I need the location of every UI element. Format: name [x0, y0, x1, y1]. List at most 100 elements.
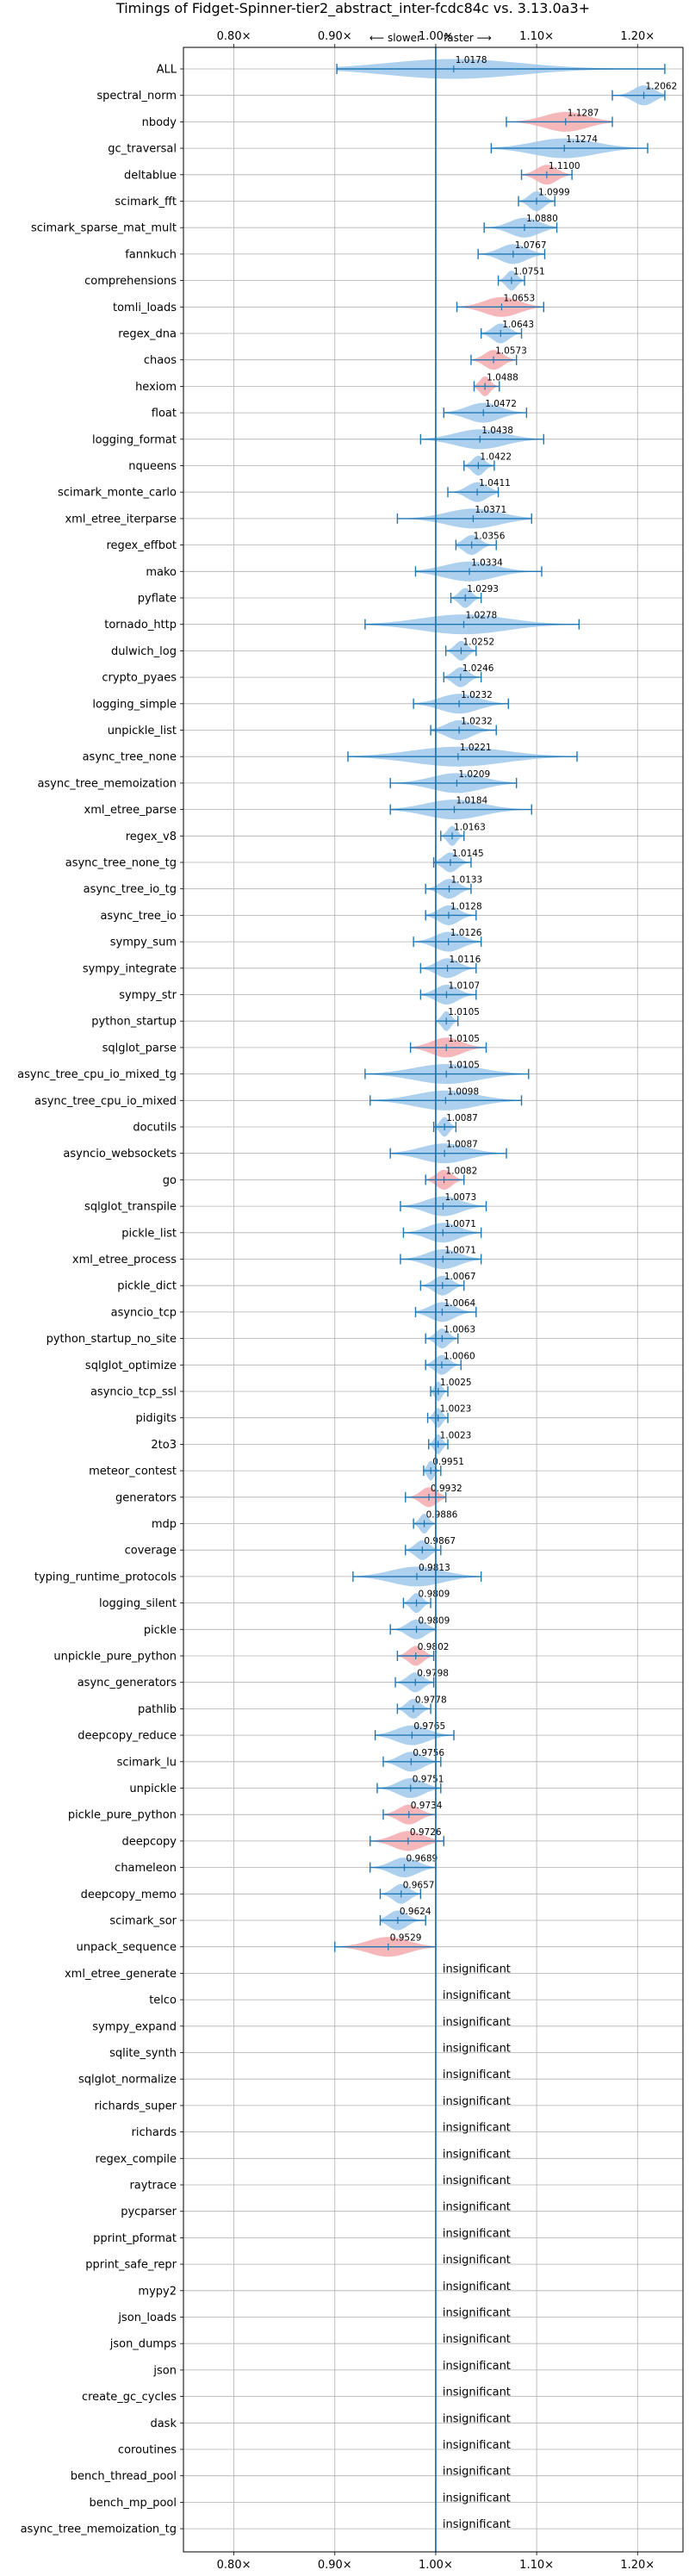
- benchmark-row-sqlglot-normalize: sqlglot_normalize insignificant: [78, 2069, 511, 2087]
- x-tick-label-top: 1.10×: [519, 30, 554, 43]
- value-label: 1.0232: [461, 690, 493, 700]
- value-label: 1.0071: [444, 1219, 476, 1229]
- benchmark-label: logging_silent: [99, 1597, 177, 1610]
- benchmark-row-regex-compile: regex_compile insignificant: [95, 2148, 510, 2166]
- benchmark-row-sympy-integrate: sympy_integrate 1.0116: [83, 955, 481, 979]
- benchmark-label: bench_mp_pool: [89, 2497, 177, 2510]
- value-label: 1.0025: [440, 1378, 472, 1388]
- faster-annotation: faster ⟶: [444, 32, 492, 44]
- value-label: 0.9886: [426, 1510, 458, 1521]
- insignificant-label: insignificant: [443, 2280, 511, 2293]
- benchmark-row-hexiom: hexiom 1.0488: [135, 372, 518, 396]
- benchmark-label: regex_compile: [95, 2153, 177, 2166]
- benchmark-label: deltablue: [124, 169, 177, 182]
- benchmark-row-python-startup: python_startup 1.0105: [91, 1007, 480, 1031]
- rows-layer: ALL 1.0178 spectral_norm 1.2062 nbody 1.1287 g…: [17, 55, 677, 2536]
- value-label: 1.0126: [450, 928, 482, 938]
- benchmark-row-sympy-expand: sympy_expand insignificant: [92, 2016, 511, 2034]
- benchmark-row-async-generators: async_generators 0.9798: [78, 1669, 449, 1693]
- value-label: 1.0371: [475, 505, 506, 515]
- axes-layer: 0.80× 0.80× 0.90× 0.90× 1.00× 1.00× 1.10× 1.10×…: [180, 30, 684, 2572]
- benchmark-row-unpack-sequence: unpack_sequence 0.9529: [76, 1933, 437, 1957]
- benchmark-row-float: float 1.0472: [152, 399, 528, 423]
- benchmark-row-async-tree-memoization: async_tree_memoization 1.0209: [37, 769, 518, 793]
- value-label: 1.0064: [444, 1298, 475, 1309]
- value-label: 0.9951: [432, 1457, 464, 1467]
- benchmark-row-meteor-contest: meteor_contest 0.9951: [89, 1457, 464, 1481]
- benchmark-row-scimark-sor: scimark_sor 0.9624: [109, 1907, 431, 1931]
- value-label: 1.0356: [474, 532, 506, 542]
- benchmark-label: unpickle: [129, 1783, 177, 1795]
- benchmark-row-pidigits: pidigits 1.0023: [136, 1404, 471, 1428]
- value-label: 1.0067: [444, 1272, 476, 1282]
- benchmark-label: async_tree_io: [100, 910, 177, 923]
- benchmark-row-raytrace: raytrace insignificant: [129, 2175, 510, 2193]
- benchmark-label: richards_super: [94, 2100, 177, 2112]
- insignificant-label: insignificant: [443, 2148, 511, 2161]
- benchmark-label: chaos: [144, 354, 177, 367]
- benchmark-row-python-startup-no-site: python_startup_no_site 1.0063: [47, 1325, 475, 1349]
- value-label: 0.9765: [413, 1721, 445, 1732]
- value-label: 1.0073: [444, 1192, 476, 1203]
- benchmark-label: fannkuch: [125, 248, 177, 261]
- insignificant-label: insignificant: [443, 2069, 511, 2081]
- benchmark-row-dulwich-log: dulwich_log 1.0252: [111, 637, 494, 661]
- value-label: 0.9624: [400, 1907, 431, 1917]
- slower-annotation: ⟵ slower: [369, 32, 421, 44]
- benchmark-label: sympy_str: [119, 989, 177, 1002]
- benchmark-row-sympy-str: sympy_str 1.0107: [119, 981, 480, 1005]
- benchmark-row-richards-super: richards_super insignificant: [94, 2095, 510, 2113]
- insignificant-label: insignificant: [443, 2254, 511, 2267]
- value-label: 1.0438: [481, 426, 513, 436]
- value-label: 1.0105: [448, 1061, 480, 1071]
- insignificant-label: insignificant: [443, 2043, 511, 2056]
- value-label: 1.0116: [450, 955, 481, 965]
- value-label: 0.9657: [403, 1880, 435, 1890]
- benchmark-label: docutils: [133, 1122, 177, 1135]
- benchmark-row-async-tree-io: async_tree_io 1.0128: [100, 901, 482, 925]
- value-label: 1.0999: [538, 188, 570, 198]
- benchmark-label: pprint_safe_repr: [85, 2259, 177, 2272]
- benchmark-label: xml_etree_process: [72, 1254, 177, 1266]
- value-label: 1.0488: [487, 372, 518, 383]
- benchmark-label: asyncio_tcp_ssl: [90, 1386, 177, 1399]
- benchmark-row-asyncio-tcp: asyncio_tcp 1.0064: [111, 1298, 477, 1322]
- benchmark-row-pathlib: pathlib 0.9778: [138, 1695, 447, 1719]
- x-tick-label-bottom: 1.20×: [620, 2559, 655, 2572]
- value-label: 1.0133: [451, 875, 483, 886]
- benchmark-label: python_startup_no_site: [47, 1333, 177, 1346]
- benchmark-label: asyncio_tcp: [111, 1306, 177, 1319]
- benchmark-row-xml-etree-process: xml_etree_process 1.0071: [72, 1246, 482, 1269]
- benchmark-row-json: json insignificant: [152, 2360, 510, 2378]
- benchmark-row-async-tree-cpu-io-mixed: async_tree_cpu_io_mixed 1.0098: [34, 1086, 523, 1111]
- benchmark-row-sympy-sum: sympy_sum 1.0126: [110, 928, 482, 952]
- insignificant-label: insignificant: [443, 2016, 511, 2029]
- x-tick-label-bottom: 0.80×: [217, 2559, 251, 2572]
- benchmark-label: logging_simple: [92, 698, 177, 711]
- benchmark-row-pickle: pickle 0.9809: [144, 1615, 450, 1640]
- insignificant-label: insignificant: [443, 2386, 511, 2399]
- benchmark-label: bench_thread_pool: [71, 2470, 177, 2483]
- insignificant-label: insignificant: [443, 2439, 511, 2452]
- benchmark-label: sqlglot_transpile: [84, 1201, 177, 1214]
- benchmark-row-bench-mp-pool: bench_mp_pool insignificant: [89, 2492, 510, 2510]
- benchmark-row-unpickle: unpickle 0.9751: [129, 1775, 444, 1798]
- benchmark-label: mypy2: [138, 2285, 177, 2298]
- insignificant-label: insignificant: [443, 2095, 511, 2108]
- benchmark-label: scimark_sparse_mat_mult: [31, 222, 177, 235]
- benchmark-row-logging-simple: logging_simple 1.0232: [92, 690, 509, 714]
- benchmark-label: pprint_pformat: [93, 2232, 177, 2245]
- benchmark-label: scimark_monte_carlo: [58, 487, 177, 500]
- value-label: 0.9802: [418, 1642, 450, 1652]
- benchmark-row-asyncio-websockets: asyncio_websockets 1.0087: [63, 1140, 507, 1164]
- plot-frame: [183, 47, 684, 2553]
- benchmark-row-regex-v8: regex_v8 1.0163: [126, 822, 486, 846]
- x-tick-label-top: 0.80×: [217, 30, 251, 43]
- benchmark-label: scimark_sor: [109, 1915, 177, 1928]
- insignificant-label: insignificant: [443, 2201, 511, 2214]
- value-label: 0.9809: [419, 1615, 450, 1626]
- benchmark-row-comprehensions: comprehensions 1.0751: [84, 267, 545, 291]
- benchmark-row-async-tree-io-tg: async_tree_io_tg 1.0133: [84, 875, 483, 899]
- benchmark-label: spectral_norm: [96, 90, 177, 103]
